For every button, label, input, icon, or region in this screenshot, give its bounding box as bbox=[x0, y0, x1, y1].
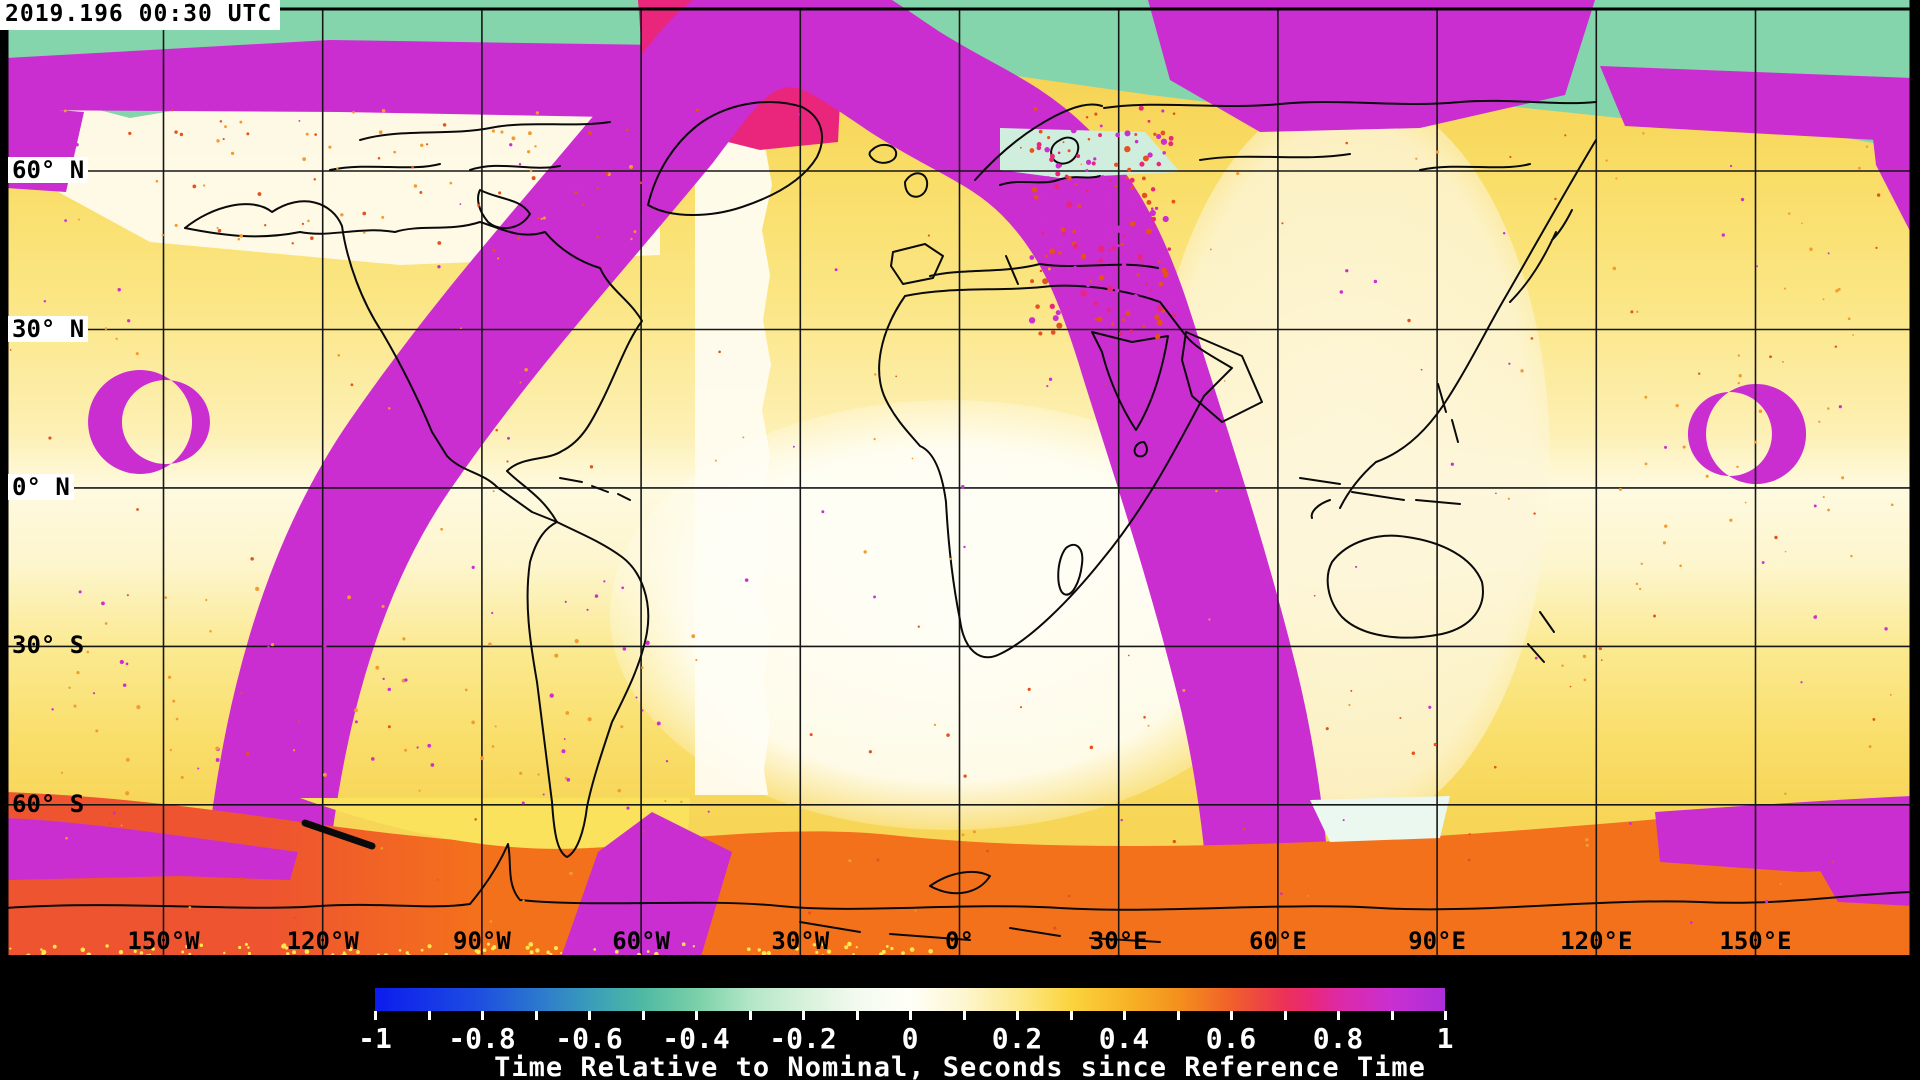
graticule bbox=[6, 9, 1912, 958]
colorbar-label-0: 0 bbox=[901, 1022, 919, 1055]
lat-label-30N: 30° N bbox=[8, 315, 89, 342]
swath-crescent-left bbox=[88, 370, 210, 474]
region-antarctic-pale-patch bbox=[1310, 796, 1450, 842]
map-frame bbox=[5, 0, 1913, 961]
lon-label-0: 0° bbox=[945, 927, 974, 955]
swath-bottom-right-edge bbox=[1806, 838, 1912, 906]
colorbar-tick bbox=[1230, 1011, 1233, 1020]
colorbar-tick bbox=[802, 1011, 805, 1020]
colorbar-label--0.6: -0.6 bbox=[555, 1022, 623, 1055]
lon-label-60E: 60°E bbox=[1248, 927, 1307, 955]
colorbar-tick bbox=[534, 1011, 538, 1020]
swath-bottom-left bbox=[6, 818, 298, 880]
colorbar-tick bbox=[641, 1011, 645, 1020]
region-south-atlantic-white bbox=[610, 400, 1290, 830]
colorbar-tick bbox=[1337, 1011, 1340, 1020]
data-speckles bbox=[9, 104, 1894, 958]
colorbar-tick bbox=[1390, 1011, 1394, 1020]
timestamp-label: 2019.196 00:30 UTC bbox=[0, 0, 281, 30]
colorbar-label-0.8: 0.8 bbox=[1312, 1022, 1364, 1055]
swath-right-edge bbox=[1868, 95, 1912, 235]
lon-label-120E: 120°E bbox=[1560, 927, 1633, 955]
colorbar-label-0.6: 0.6 bbox=[1205, 1022, 1257, 1055]
colorbar-label--0.8: -0.8 bbox=[448, 1022, 516, 1055]
colorbar-label--1: -1 bbox=[358, 1022, 392, 1055]
colorbar-tick bbox=[909, 1011, 912, 1020]
legend-footer: -1 -0.8 -0.6 -0.4 -0.2 0 0.2 0.4 0.6 0.8 1 Time Re… bbox=[0, 962, 1920, 1080]
colorbar-label-0.2: 0.2 bbox=[991, 1022, 1043, 1055]
lon-label-150E: 150°E bbox=[1719, 927, 1792, 955]
swath-bottom-column bbox=[560, 812, 732, 960]
lon-label-90E: 90°E bbox=[1408, 927, 1466, 955]
colorbar-tick bbox=[427, 1011, 431, 1020]
colorbar-tick bbox=[1176, 1011, 1180, 1020]
lon-label-90W: 90°W bbox=[452, 927, 511, 955]
lat-label-60N: 60° N bbox=[8, 157, 89, 183]
swath-crescent-right bbox=[1687, 384, 1807, 484]
colorbar-tick bbox=[481, 1011, 484, 1020]
lat-label-0N: 0° N bbox=[8, 473, 74, 500]
lon-label-30W: 30°W bbox=[771, 927, 830, 955]
colorbar-label--0.4: -0.4 bbox=[662, 1022, 730, 1055]
colorbar-title: Time Relative to Nominal, Seconds since … bbox=[494, 1052, 1426, 1080]
colorbar-gradient bbox=[375, 988, 1445, 1011]
colorbar-tick bbox=[1016, 1011, 1019, 1020]
colorbar-label-0.4: 0.4 bbox=[1098, 1022, 1150, 1055]
colorbar-tick bbox=[695, 1011, 698, 1020]
coastlines bbox=[6, 99, 1912, 943]
lon-label-120W: 120°W bbox=[286, 927, 359, 955]
colorbar-tick bbox=[1123, 1011, 1126, 1020]
swath-main-arch bbox=[197, 0, 1335, 960]
swath-top-right bbox=[1148, 0, 1595, 132]
lon-label-30E: 30°E bbox=[1089, 927, 1148, 955]
colorbar-tick bbox=[1444, 1011, 1447, 1020]
swath-top-canada bbox=[6, 40, 660, 118]
region-yellow-wedge bbox=[300, 798, 690, 849]
colorbar-tick bbox=[588, 1011, 591, 1020]
colorbar-label--0.2: -0.2 bbox=[769, 1022, 837, 1055]
colorbar-tick bbox=[855, 1011, 859, 1020]
colorbar-tick bbox=[1069, 1011, 1073, 1020]
colorbar-tick bbox=[748, 1011, 752, 1020]
colorbar-tick bbox=[962, 1011, 966, 1020]
colorbar-tick bbox=[1283, 1011, 1287, 1020]
region-baltic-mint bbox=[1000, 128, 1180, 178]
lat-label-60S: 60° S bbox=[12, 789, 85, 818]
lon-label-150W: 150°W bbox=[127, 927, 200, 955]
colorbar-label-1: 1 bbox=[1436, 1022, 1454, 1055]
colorbar-tick bbox=[374, 1011, 377, 1020]
lat-label-30S: 30° S bbox=[12, 631, 85, 660]
lon-label-60W: 60°W bbox=[612, 927, 670, 955]
